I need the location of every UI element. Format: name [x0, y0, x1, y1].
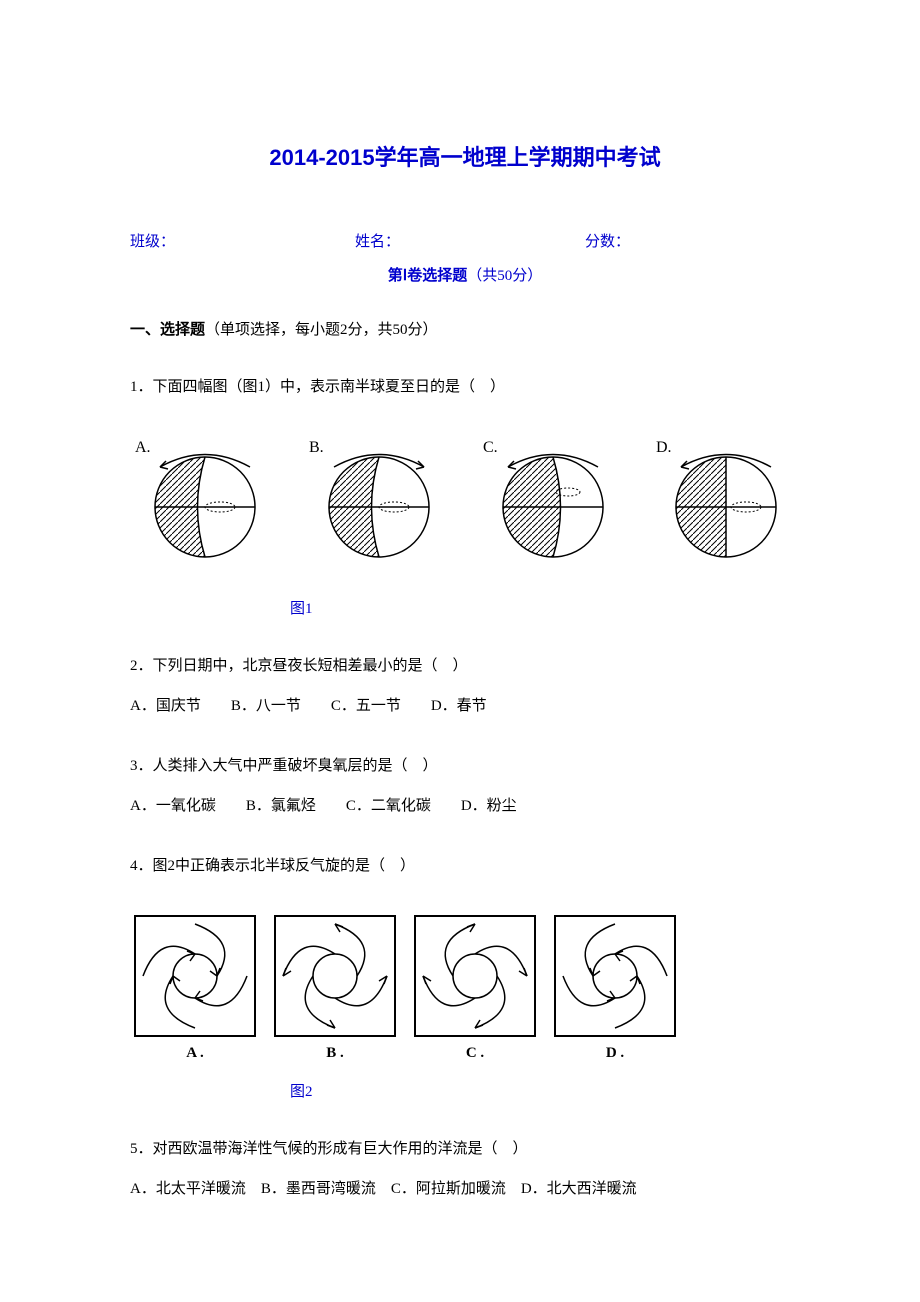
section-1-header: 第Ⅰ卷选择题（共50分）	[130, 264, 800, 288]
svg-text:C.: C.	[483, 439, 498, 456]
cyclone-a-wrap: A .	[130, 911, 260, 1065]
figure-1-row: A. B. C.	[130, 432, 800, 582]
section-1-normal: （共50分）	[467, 268, 542, 284]
cyclone-c-wrap: C .	[410, 911, 540, 1065]
score-label: 分数：	[585, 230, 630, 254]
name-label: 姓名：	[355, 230, 585, 254]
question-2: 2．下列日期中，北京昼夜长短相差最小的是（ ） A．国庆节 B．八一节 C．五一…	[130, 651, 800, 721]
figure-1-label: 图1	[290, 597, 800, 621]
q5-text: 5．对西欧温带海洋性气候的形成有巨大作用的洋流是（ ）	[130, 1134, 800, 1164]
svg-text:B.: B.	[309, 439, 324, 456]
globe-diagram-d: D.	[651, 432, 800, 582]
globe-diagram-b: B.	[304, 432, 453, 582]
cyclone-a-label: A .	[130, 1041, 260, 1065]
class-label: 班级：	[130, 230, 355, 254]
q4-text: 4．图2中正确表示北半球反气旋的是（ ）	[130, 851, 800, 881]
cyclone-diagram-b	[270, 911, 400, 1041]
cyclone-c-label: C .	[410, 1041, 540, 1065]
student-info-row: 班级： 姓名： 分数：	[130, 230, 800, 254]
q2-text: 2．下列日期中，北京昼夜长短相差最小的是（ ）	[130, 651, 800, 681]
svg-text:D.: D.	[656, 439, 672, 456]
cyclone-d-label: D .	[550, 1041, 680, 1065]
cyclone-diagram-a	[130, 911, 260, 1041]
cyclone-diagram-c	[410, 911, 540, 1041]
globe-diagram-c: C.	[478, 432, 627, 582]
question-3: 3．人类排入大气中严重破坏臭氧层的是（ ） A．一氧化碳 B．氯氟烃 C．二氧化…	[130, 751, 800, 821]
cyclone-b-wrap: B .	[270, 911, 400, 1065]
choice-title-normal: （单项选择，每小题2分，共50分）	[205, 322, 438, 338]
q1-text: 1．下面四幅图（图1）中，表示南半球夏至日的是（ ）	[130, 372, 800, 402]
choice-section-title: 一、选择题（单项选择，每小题2分，共50分）	[130, 318, 800, 342]
cyclone-d-wrap: D .	[550, 911, 680, 1065]
question-5: 5．对西欧温带海洋性气候的形成有巨大作用的洋流是（ ） A．北太平洋暖流 B．墨…	[130, 1134, 800, 1204]
q3-text: 3．人类排入大气中严重破坏臭氧层的是（ ）	[130, 751, 800, 781]
q5-options: A．北太平洋暖流 B．墨西哥湾暖流 C．阿拉斯加暖流 D．北大西洋暖流	[130, 1174, 800, 1204]
exam-title: 2014-2015学年高一地理上学期期中考试	[130, 140, 800, 175]
q2-options: A．国庆节 B．八一节 C．五一节 D．春节	[130, 691, 800, 721]
cyclone-diagram-d	[550, 911, 680, 1041]
figure-2-label: 图2	[290, 1080, 800, 1104]
choice-title-bold: 一、选择题	[130, 322, 205, 338]
question-1: 1．下面四幅图（图1）中，表示南半球夏至日的是（ ）	[130, 372, 800, 402]
section-1-bold: 第Ⅰ卷选择题	[388, 268, 467, 284]
globe-diagram-a: A.	[130, 432, 279, 582]
figure-2-row: A . B . C .	[130, 911, 800, 1065]
cyclone-b-label: B .	[270, 1041, 400, 1065]
question-4: 4．图2中正确表示北半球反气旋的是（ ）	[130, 851, 800, 881]
q3-options: A．一氧化碳 B．氯氟烃 C．二氧化碳 D．粉尘	[130, 791, 800, 821]
svg-text:A.: A.	[135, 439, 151, 456]
